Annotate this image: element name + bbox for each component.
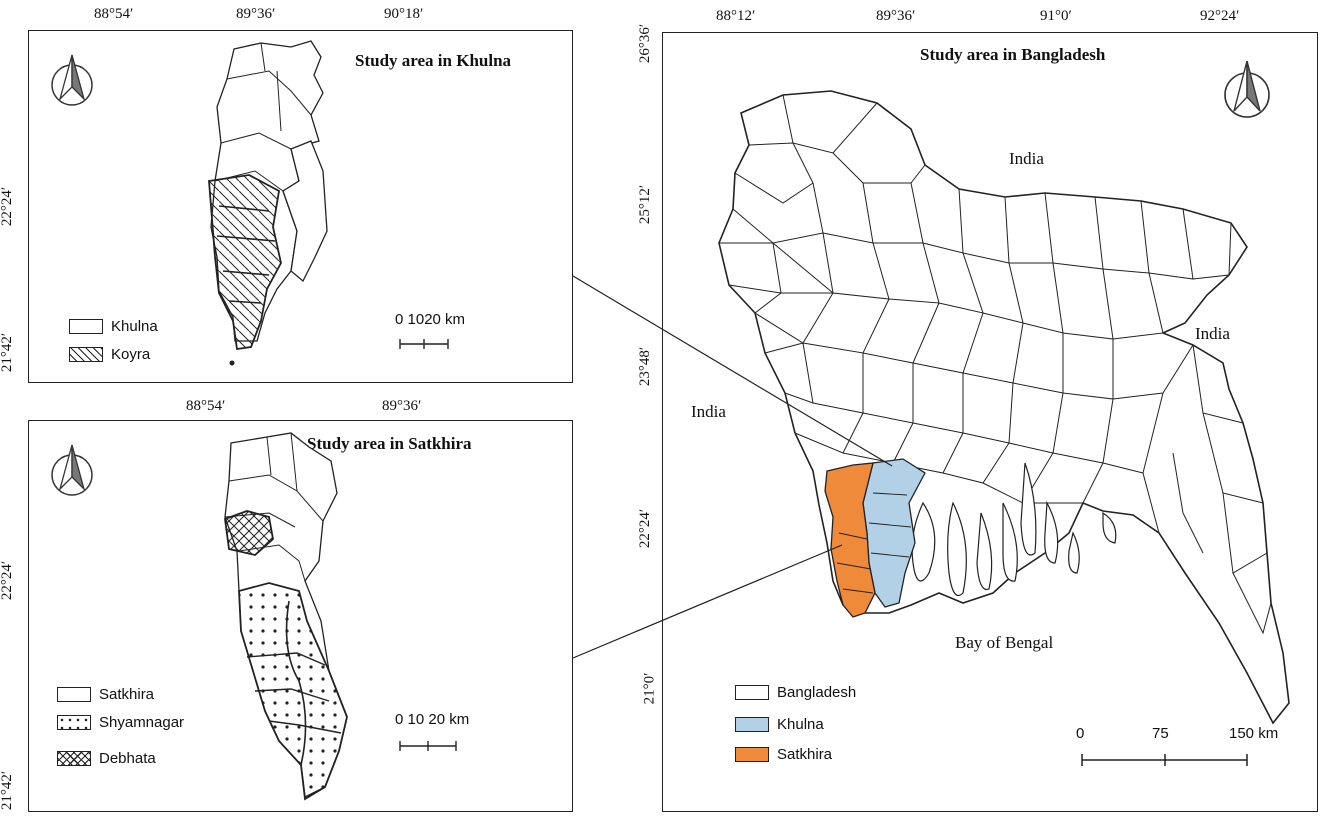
satkhira-district-map (224, 432, 348, 801)
bd-legend-satkhira-swatch (735, 747, 769, 762)
satkhira-legend-shyamnagar: Shyamnagar (57, 714, 184, 731)
bangladesh-panel-title: Study area in Bangladesh (920, 45, 1106, 64)
satkhira-scale-label: 0 10 20 km (395, 711, 470, 728)
bd-scale-tick-150: 150 km (1229, 725, 1279, 742)
satkhira-lon-tick-2: 89°36′ (382, 398, 422, 414)
khulna-lon-tick-2: 89°36′ (236, 6, 276, 22)
bd-lon-tick-4: 92°24′ (1200, 8, 1240, 24)
khulna-lon-tick-3: 90°18′ (384, 6, 424, 22)
satkhira-legend-crosshatch-swatch (57, 751, 91, 766)
bd-lon-tick-3: 91°0′ (1040, 8, 1072, 24)
satkhira-panel: Study area in Satkhira Satkhira Shyamnag… (28, 420, 573, 812)
khulna-panel: Study area in Khulna Khulna Koyra 0 1020… (28, 30, 573, 383)
bd-legend-khulna-swatch (735, 717, 769, 732)
satkhira-legend-dots-swatch (57, 715, 91, 730)
bd-place-bay-of-bengal: Bay of Bengal (955, 633, 1054, 652)
khulna-scale-bar (399, 339, 449, 349)
bd-place-india-east: India (1195, 324, 1230, 343)
khulna-legend-hatch-swatch (69, 347, 103, 362)
khulna-legend-khulna-label: Khulna (111, 318, 158, 335)
satkhira-legend-debhata-label: Debhata (99, 750, 156, 767)
khulna-legend-koyra-label: Koyra (111, 346, 151, 363)
satkhira-legend-shyamnagar-label: Shyamnagar (99, 714, 185, 731)
bd-lon-tick-2: 89°36′ (876, 8, 916, 24)
bd-legend-bangladesh-label: Bangladesh (777, 684, 857, 701)
satkhira-lon-tick-1: 88°54′ (186, 398, 226, 414)
bd-legend-khulna: Khulna (735, 716, 824, 733)
bd-scale-tick-0: 0 (1076, 725, 1085, 742)
bd-legend-satkhira: Satkhira (735, 746, 832, 763)
satkhira-scale-bar (399, 741, 457, 751)
north-arrow-icon (51, 444, 93, 496)
bd-legend-khulna-label: Khulna (777, 716, 824, 733)
satkhira-legend-blank-swatch (57, 687, 91, 702)
bd-place-india-west: India (691, 402, 726, 421)
bd-scale-bar (1081, 754, 1248, 766)
satkhira-panel-title: Study area in Satkhira (307, 434, 472, 453)
khulna-panel-title: Study area in Khulna (355, 51, 512, 70)
khulna-district-map (208, 40, 328, 366)
bd-legend-bangladesh: Bangladesh (735, 684, 856, 701)
khulna-lon-tick-1: 88°54′ (94, 6, 134, 22)
satkhira-legend-satkhira: Satkhira (57, 686, 154, 703)
bd-legend-bangladesh-swatch (735, 685, 769, 700)
bd-scale-tick-75: 75 (1152, 725, 1169, 742)
bd-place-india-north: India (1009, 149, 1044, 168)
north-arrow-icon (1224, 60, 1270, 118)
bd-legend-satkhira-label: Satkhira (777, 746, 833, 763)
satkhira-legend-satkhira-label: Satkhira (99, 686, 155, 703)
bangladesh-district-map (718, 90, 1290, 725)
khulna-legend-koyra: Koyra (69, 346, 150, 363)
khulna-legend-blank-swatch (69, 319, 103, 334)
satkhira-legend-debhata: Debhata (57, 750, 156, 767)
north-arrow-icon (51, 54, 93, 106)
bangladesh-panel: Study area in Bangladesh (662, 32, 1318, 812)
khulna-scale-label: 0 1020 km (395, 311, 466, 328)
bd-lon-tick-1: 88°12′ (716, 8, 756, 24)
khulna-legend-khulna: Khulna (69, 318, 158, 335)
